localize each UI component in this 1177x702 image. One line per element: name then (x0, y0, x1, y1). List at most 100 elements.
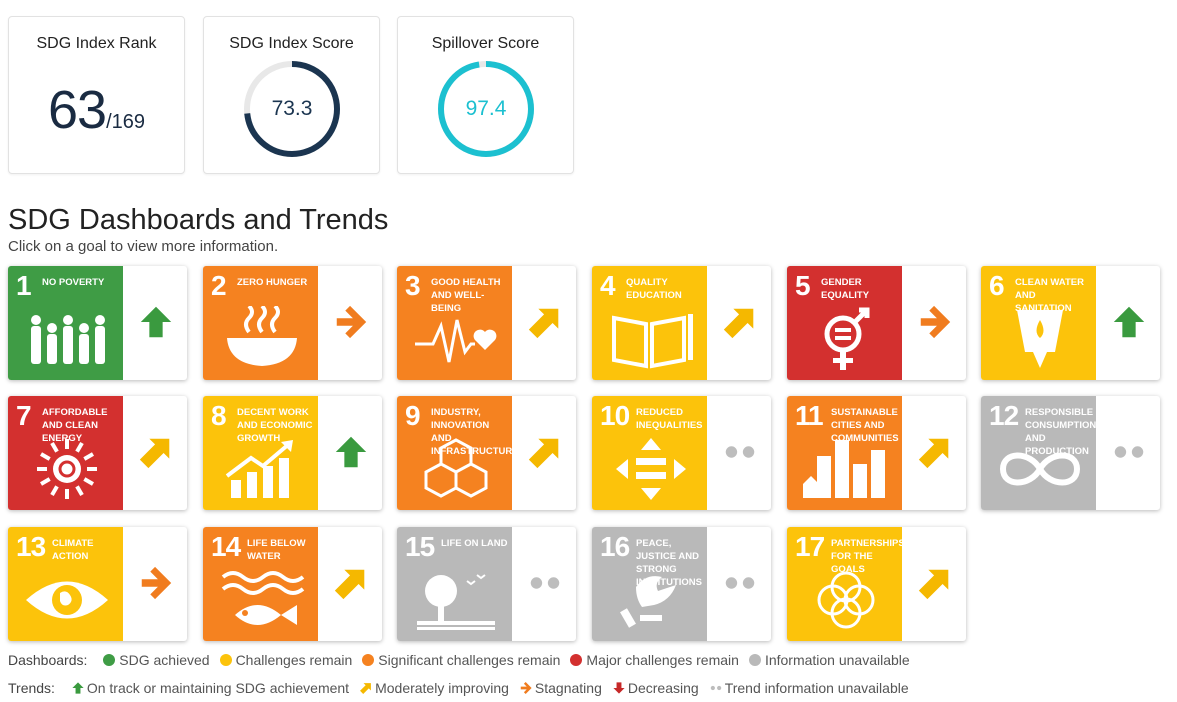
goal-status-box: 7 Affordable and clean energy (8, 396, 123, 510)
rings-icon (801, 567, 891, 633)
goal-tile-10[interactable]: 10 Reduced inequalities (592, 396, 771, 510)
legend-label: SDG achieved (119, 652, 210, 669)
eye-globe-icon (22, 567, 112, 633)
goal-number: 8 (211, 400, 227, 431)
trend-up-icon (71, 681, 85, 695)
legend-label: On track or maintaining SDG achievement (86, 680, 350, 697)
legend-label: Moderately improving (375, 680, 509, 697)
legend-dot-icon (570, 654, 583, 667)
goal-tile-11[interactable]: 11 Sustainable cities and communities (787, 396, 966, 510)
goal-number: 13 (16, 531, 46, 562)
trend-diag-icon (332, 564, 370, 602)
sdg-index-score-card: SDG Index Score 73.3 (203, 16, 380, 174)
goal-number: 7 (16, 400, 32, 431)
goal-number: 11 (795, 400, 824, 431)
spillover-score-gauge (438, 61, 534, 157)
goal-status-box: 11 Sustainable cities and communities (787, 396, 902, 510)
goal-status-box: 3 Good health and well-being (397, 266, 512, 380)
goal-title: Gender equality (821, 277, 870, 301)
goal-tile-12[interactable]: 12 Responsible consumption and productio… (981, 396, 1160, 510)
card-title: SDG Index Rank (36, 35, 157, 52)
legend-label: Decreasing (627, 680, 699, 697)
goal-tile-8[interactable]: 8 Decent work and economic growth (203, 396, 382, 510)
family-icon (22, 306, 112, 372)
goal-tile-6[interactable]: 6 Clean water and sanitation (981, 266, 1160, 380)
fish-icon (217, 567, 307, 633)
trend-right-icon (916, 303, 954, 341)
heartbeat-icon (411, 306, 501, 372)
goal-status-box: 1 No poverty (8, 266, 123, 380)
trend-dots-icon (1110, 433, 1148, 471)
goal-status-box: 2 Zero hunger (203, 266, 318, 380)
index-score-gauge (244, 61, 340, 157)
trend-right-icon (332, 303, 370, 341)
goal-status-box: 5 Gender equality (787, 266, 902, 380)
cubes-icon (411, 436, 501, 502)
city-icon (801, 436, 891, 502)
trend-dots-icon (721, 564, 759, 602)
goal-tile-16[interactable]: 16 Peace, justice and strong institution… (592, 527, 771, 641)
infinity-icon (995, 436, 1085, 502)
trends-legend: Trends: On track or maintaining SDG achi… (8, 679, 909, 696)
goal-title: Partnerships for the goals (831, 538, 905, 575)
goal-tile-9[interactable]: 9 Industry, innovation and infrastructur… (397, 396, 576, 510)
goal-title: Climate action (52, 538, 94, 562)
trend-diag-icon (359, 681, 373, 695)
goal-tile-1[interactable]: 1 No poverty (8, 266, 187, 380)
gender-icon (801, 306, 891, 372)
goal-tile-7[interactable]: 7 Affordable and clean energy (8, 396, 187, 510)
trend-diag-icon (916, 564, 954, 602)
goal-tile-14[interactable]: 14 Life below water (203, 527, 382, 641)
goal-tile-5[interactable]: 5 Gender equality (787, 266, 966, 380)
goal-status-box: 8 Decent work and economic growth (203, 396, 318, 510)
rank-number: 63 (47, 80, 107, 140)
legend-dot-icon (748, 654, 761, 667)
goal-status-box: 4 Quality education (592, 266, 707, 380)
sun-power-icon (22, 436, 112, 502)
goal-title: Reduced inequalities (636, 407, 703, 431)
goal-tile-17[interactable]: 17 Partnerships for the goals (787, 527, 966, 641)
goal-status-box: 14 Life below water (203, 527, 318, 641)
legend-dot-icon (103, 654, 116, 667)
card-title: SDG Index Score (229, 35, 354, 52)
goal-status-box: 12 Responsible consumption and productio… (981, 396, 1096, 510)
goal-status-box: 16 Peace, justice and strong institution… (592, 527, 707, 641)
trend-up-icon (1110, 303, 1148, 341)
goal-title: Good health and well-being (431, 277, 501, 314)
bowl-icon (217, 304, 307, 372)
goal-number: 15 (405, 531, 435, 562)
goal-title: Peace, justice and strong institutions (636, 538, 702, 588)
book-icon (606, 306, 696, 372)
goal-number: 4 (600, 270, 616, 301)
goal-status-box: 13 Climate action (8, 527, 123, 641)
goal-tile-15[interactable]: 15 Life on land (397, 527, 576, 641)
legend-dot-icon (219, 654, 232, 667)
goal-number: 6 (989, 270, 1005, 301)
legend-label: Challenges remain (235, 652, 353, 669)
trend-dots-icon (526, 564, 564, 602)
rank-total: /169 (106, 111, 145, 133)
dove-icon (606, 567, 696, 633)
legend-label: Major challenges remain (586, 652, 739, 669)
goal-tile-13[interactable]: 13 Climate action (8, 527, 187, 641)
goal-tile-3[interactable]: 3 Good health and well-being (397, 266, 576, 380)
goal-tile-4[interactable]: 4 Quality education (592, 266, 771, 380)
goal-title: Clean water and sanitation (1015, 277, 1084, 314)
legend-label: Information unavailable (764, 652, 910, 669)
section-title: SDG Dashboards and Trends (8, 204, 389, 236)
goal-number: 3 (405, 270, 421, 301)
legend-label: Stagnating (534, 680, 602, 697)
legend-label: Trend information unavailable (724, 680, 909, 697)
trend-dots-icon (709, 681, 723, 695)
spillover-score-value: 97.4 (465, 97, 507, 120)
sdg-index-rank-card: SDG Index Rank 63/169 (8, 16, 185, 174)
goal-tile-2[interactable]: 2 Zero hunger (203, 266, 382, 380)
goal-status-box: 15 Life on land (397, 527, 512, 641)
goal-number: 5 (795, 270, 811, 301)
goal-number: 9 (405, 400, 421, 431)
rank-value: 63/169 (9, 79, 184, 141)
goal-status-box: 9 Industry, innovation and infrastructur… (397, 396, 519, 510)
trend-up-icon (332, 433, 370, 471)
dashboards-legend-title: Dashboards: (8, 652, 88, 669)
goal-number: 2 (211, 270, 227, 301)
